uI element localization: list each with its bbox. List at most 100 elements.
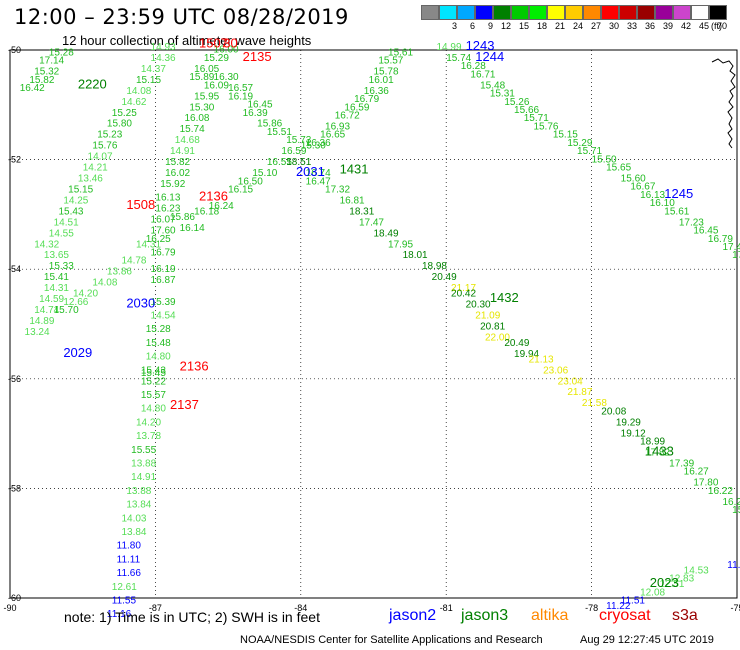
scale-label: 18 (536, 21, 547, 31)
wave-height-value: 16.23 (155, 204, 180, 215)
wave-height-value: 11.51 (621, 595, 646, 606)
wave-height-value: 16.07 (151, 215, 176, 226)
wave-height-value: 16.45 (693, 226, 718, 237)
wave-height-value: 16.15 (228, 184, 253, 195)
wave-height-value: 11.16 (107, 609, 132, 620)
wave-height-value: 17.1 (732, 250, 740, 261)
color-scale-labels: 3 6 9 12 15 18 21 24 27 30 33 36 39 42 45 70 (421, 21, 727, 31)
wave-height-value: 14.54 (151, 311, 176, 322)
pass-time-label: 2136 (199, 189, 228, 204)
pass-time-label: 2136 (180, 359, 209, 374)
scale-label: 21 (554, 21, 565, 31)
pass-time-label: 2030 (126, 296, 155, 311)
wave-height-value: 16.57 (228, 83, 253, 94)
scale-swatch (655, 5, 673, 20)
wave-height-value: 15.66 (514, 105, 539, 116)
wave-height-value: 16.30 (214, 72, 239, 83)
wave-height-value: 20.30 (466, 300, 491, 311)
wave-height-value: 15.48 (480, 80, 505, 91)
wave-height-value: 15.26 (504, 97, 529, 108)
lat-tick-label: -56 (8, 374, 21, 384)
color-scale-bar (421, 5, 727, 20)
scale-swatch (421, 5, 439, 20)
scale-label: 9 (487, 21, 493, 31)
wave-height-value: 15.39 (151, 297, 176, 308)
wave-height-value: 16.27 (684, 467, 709, 478)
wave-height-value: 18.99 (640, 437, 665, 448)
wave-height-value: 14.20 (136, 417, 161, 428)
wave-height-value: 16.28 (461, 61, 486, 72)
wave-height-value: 17.32 (325, 184, 350, 195)
wave-height-value: 16.01 (369, 75, 394, 86)
lon-tick-label: -87 (149, 603, 162, 613)
wave-height-value: 16.25 (146, 234, 171, 245)
wave-height-value: 13.88 (131, 458, 156, 469)
wave-height-value: 16.55 (267, 157, 292, 168)
wave-height-value: 15.15 (68, 184, 93, 195)
scale-swatch (493, 5, 511, 20)
scale-swatch (619, 5, 637, 20)
wave-height-value: 15.61 (388, 47, 413, 58)
wave-height-value: 15.86 (170, 212, 195, 223)
wave-height-value: 16.20 (722, 497, 740, 508)
wave-height-value: 14.25 (63, 195, 88, 206)
wave-height-value: 17.42 (722, 242, 740, 253)
scale-swatch (529, 5, 547, 20)
wave-height-value: 15.29 (567, 138, 592, 149)
pass-time-label: 1432 (490, 290, 519, 305)
lat-tick-label: -54 (8, 264, 21, 274)
wave-height-value: 12.66 (63, 297, 88, 308)
lon-tick-label: -90 (3, 603, 16, 613)
wave-height-value: 11.55 (112, 595, 137, 606)
wave-height-value: 16.00 (214, 45, 239, 56)
pass-time-label: 2031 (296, 164, 325, 179)
map-border (9, 49, 738, 599)
lon-tick-label: -81 (440, 603, 453, 613)
wave-height-value: 15.65 (606, 163, 631, 174)
wave-height-value: 17.14 (39, 56, 64, 67)
wave-height-value: 14.80 (141, 404, 166, 415)
scale-label: 27 (590, 21, 601, 31)
wave-height-value: 16.36 (306, 138, 331, 149)
wave-height-value: 14.55 (49, 228, 74, 239)
wave-height-value: 15.55 (131, 445, 156, 456)
wave-height-value: 16.02 (165, 168, 190, 179)
wave-height-value: 15.61 (664, 206, 689, 217)
wave-height-value: 15.82 (29, 75, 54, 86)
wave-height-value: 17.80 (693, 478, 718, 489)
wave-height-value: 15.95 (194, 91, 219, 102)
wave-height-value: 20.81 (480, 321, 505, 332)
wave-height-value: 14.78 (121, 256, 146, 267)
wave-height-value: 16.50 (238, 176, 263, 187)
pass-time-label: 2029 (63, 345, 92, 360)
wave-height-value: 16.45 (247, 100, 272, 111)
wave-height-value: 14.91 (131, 472, 156, 483)
wave-height-value: 14.99 (437, 42, 462, 53)
wave-height-value: 15.25 (112, 108, 137, 119)
wave-height-value: 14.68 (175, 135, 200, 146)
legend-item: altika (531, 607, 569, 624)
coastline (711, 58, 736, 149)
wave-height-value: 15.30 (301, 141, 326, 152)
wave-height-value: 17.95 (388, 239, 413, 250)
wave-height-value: 14.80 (146, 352, 171, 363)
wave-height-value: 16.79 (354, 94, 379, 105)
wave-height-value: 17.60 (151, 226, 176, 237)
lat-tick-label: -60 (8, 593, 21, 603)
map-title: 12:00 – 23:59 UTC 08/28/2019 (14, 5, 349, 29)
wave-height-value: 16.67 (630, 182, 655, 193)
wave-height-value: 15.32 (34, 67, 59, 78)
wave-height-value: 13.78 (136, 431, 161, 442)
wave-height-value: 21.13 (529, 354, 554, 365)
wave-height-value: 15.48 (146, 338, 171, 349)
color-scale-unit: (ft) (711, 21, 722, 31)
wave-height-value: 13.84 (126, 500, 151, 511)
wave-height-value: 16.47 (306, 176, 331, 187)
scale-label: 15 (518, 21, 529, 31)
wave-height-value: 18.31 (349, 206, 374, 217)
wave-height-value: 15.73 (286, 135, 311, 146)
scale-label: 30 (608, 21, 619, 31)
wave-height-value: 20.49 (504, 338, 529, 349)
scale-label: 12 (500, 21, 511, 31)
lat-tick-label: -58 (8, 483, 21, 493)
